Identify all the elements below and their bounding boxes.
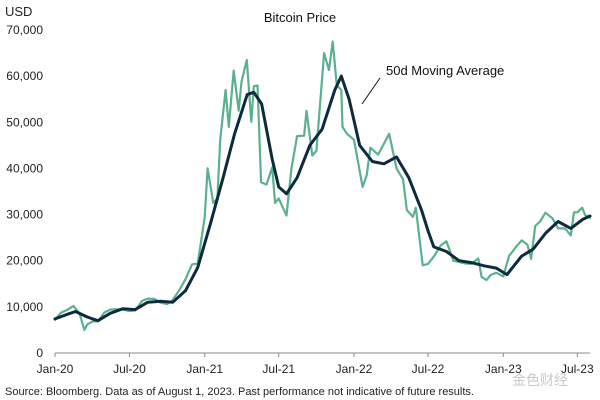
x-tick-label: Jul-23 [561,362,594,376]
watermark-text: 金色财经 [512,372,568,389]
annotation-layer: 50d Moving Average [361,63,504,105]
x-tick-label: Jul-21 [262,362,295,376]
x-tick-label: Jul-22 [412,362,445,376]
x-tick-label: Jan-23 [485,362,522,376]
y-axis-unit-label: USD [5,4,32,19]
y-axis-ticks: 0 10,000 20,000 30,000 40,000 50,000 60,000 70,… [6,23,43,360]
y-tick-label: 0 [36,346,43,360]
y-tick-label: 50,000 [6,115,43,129]
y-tick-label: 40,000 [6,161,43,175]
chart-title: Bitcoin Price [264,10,336,25]
source-note: Source: Bloomberg. Data as of August 1, … [5,386,474,398]
y-tick-label: 70,000 [6,23,43,37]
y-tick-label: 60,000 [6,69,43,83]
series-layer [53,40,592,331]
y-tick-label: 20,000 [6,254,43,268]
moving-average-series-line [53,74,592,323]
y-tick-label: 30,000 [6,208,43,222]
x-tick-label: Jan-22 [336,362,373,376]
x-tick-label: Jan-20 [37,362,74,376]
x-axis-ticks: Jan-20 Jul-20 Jan-21 Jul-21 Jan-22 Jul-22 Jan-… [37,353,594,376]
moving-average-annotation: 50d Moving Average [386,63,504,78]
annotation-leader-line [361,77,381,105]
x-tick-label: Jul-20 [113,362,146,376]
y-tick-label: 10,000 [6,300,43,314]
price-series-line [53,40,592,331]
x-tick-label: Jan-21 [186,362,223,376]
